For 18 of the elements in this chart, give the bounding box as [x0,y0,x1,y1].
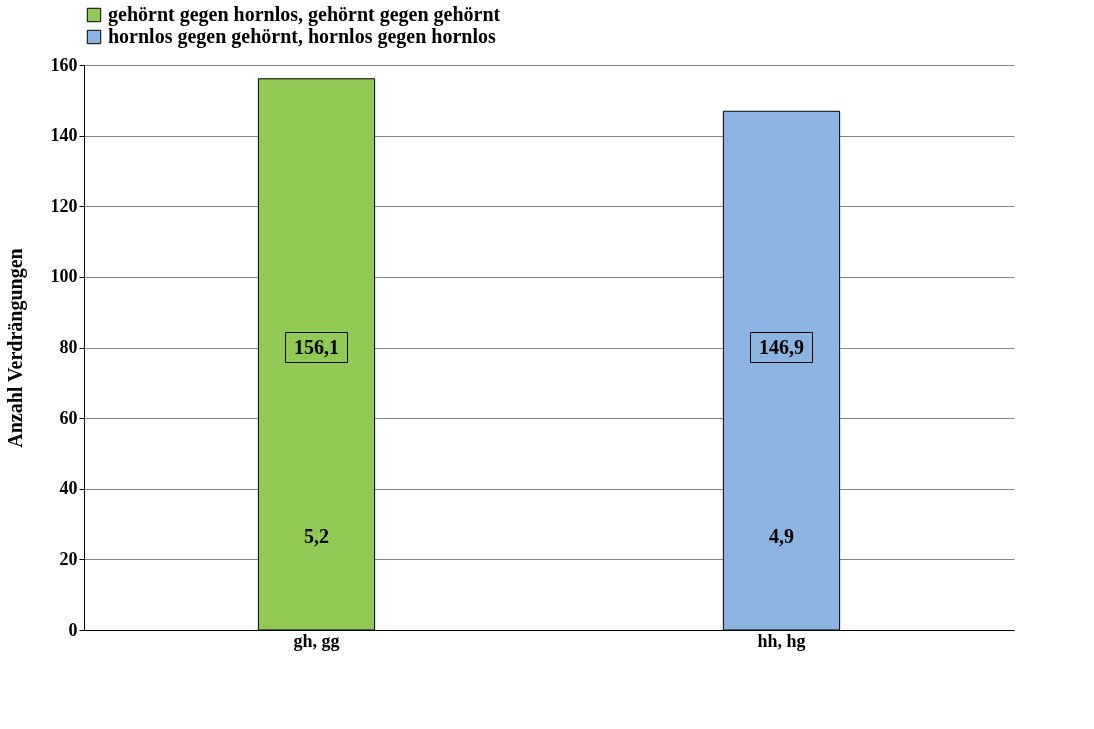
y-tick-label: 60 [59,407,78,428]
y-tick-label: 160 [50,54,78,75]
legend-label: hornlos gegen gehörnt, hornlos gegen hornlos [108,25,497,48]
y-tick-label: 140 [50,125,78,146]
legend-label: gehörnt gegen hornlos, gehörnt gegen gehörnt [108,3,501,26]
x-tick-label: hh, hg [757,630,806,651]
y-axis-title: Anzahl Verdrängungen [3,248,27,448]
y-tick-label: 40 [59,478,78,499]
data-label: 156,1 [294,335,339,358]
y-tick-label: 80 [59,337,78,357]
data-label: 146,9 [759,335,804,358]
y-tick-label: 100 [50,266,78,287]
annotation: 5,2 [304,524,329,547]
y-tick-label: 120 [50,195,78,216]
annotation: 4,9 [769,524,794,547]
x-tick-label: gh, gg [293,630,340,651]
y-tick-label: 0 [68,619,78,640]
y-tick-label: 20 [59,548,78,569]
